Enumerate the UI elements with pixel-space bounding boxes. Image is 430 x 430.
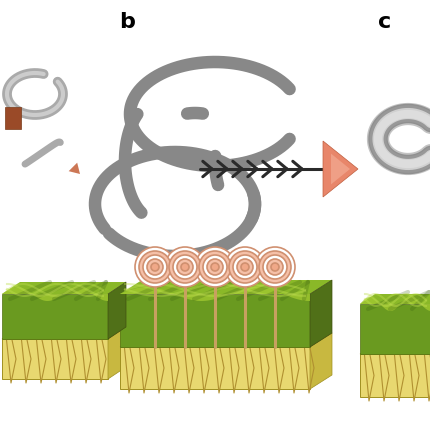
- Polygon shape: [108, 283, 126, 339]
- Circle shape: [270, 264, 278, 271]
- Polygon shape: [359, 344, 430, 354]
- Circle shape: [194, 247, 234, 287]
- Polygon shape: [2, 283, 126, 294]
- Text: b: b: [119, 12, 135, 32]
- Circle shape: [135, 247, 175, 287]
- Polygon shape: [2, 339, 108, 379]
- Circle shape: [240, 264, 249, 271]
- Circle shape: [228, 252, 261, 283]
- Polygon shape: [108, 327, 126, 379]
- Circle shape: [206, 259, 222, 275]
- Polygon shape: [120, 294, 309, 347]
- Polygon shape: [68, 163, 80, 175]
- FancyBboxPatch shape: [5, 108, 21, 130]
- Polygon shape: [359, 294, 430, 304]
- Polygon shape: [309, 333, 331, 389]
- Circle shape: [266, 259, 283, 275]
- Polygon shape: [322, 141, 357, 197]
- Polygon shape: [330, 154, 349, 185]
- Circle shape: [211, 264, 218, 271]
- Polygon shape: [2, 327, 126, 339]
- Circle shape: [172, 255, 197, 280]
- Circle shape: [143, 255, 166, 280]
- Polygon shape: [359, 297, 430, 311]
- Circle shape: [181, 264, 189, 271]
- Circle shape: [147, 259, 163, 275]
- Circle shape: [224, 247, 264, 287]
- Polygon shape: [309, 280, 331, 347]
- Circle shape: [255, 247, 294, 287]
- Circle shape: [258, 252, 290, 283]
- Polygon shape: [120, 287, 309, 301]
- Circle shape: [177, 259, 193, 275]
- Circle shape: [203, 255, 227, 280]
- Circle shape: [262, 255, 286, 280]
- Polygon shape: [120, 347, 309, 389]
- Polygon shape: [120, 280, 331, 294]
- Circle shape: [199, 252, 230, 283]
- Polygon shape: [120, 333, 331, 347]
- Text: c: c: [378, 12, 391, 32]
- Circle shape: [237, 259, 252, 275]
- Polygon shape: [359, 304, 430, 354]
- Polygon shape: [2, 287, 108, 301]
- Circle shape: [150, 264, 159, 271]
- Circle shape: [165, 247, 205, 287]
- Polygon shape: [2, 294, 108, 339]
- Circle shape: [233, 255, 256, 280]
- Circle shape: [169, 252, 200, 283]
- Polygon shape: [359, 354, 430, 397]
- Circle shape: [139, 252, 171, 283]
